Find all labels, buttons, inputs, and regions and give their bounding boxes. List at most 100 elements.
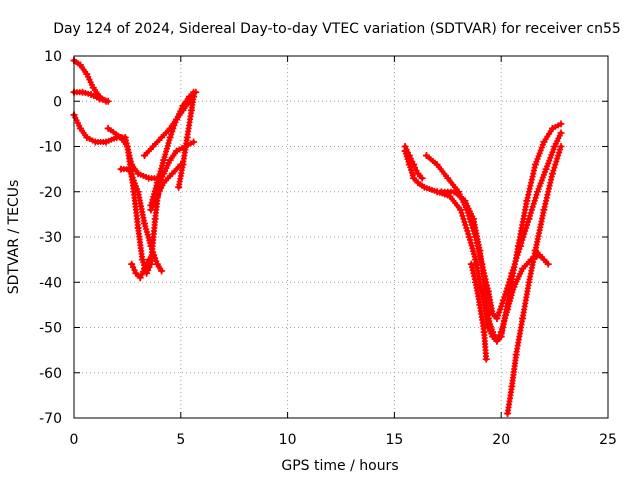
track-marker — [155, 176, 162, 183]
track-marker — [546, 157, 553, 164]
track-marker — [499, 300, 506, 307]
track-marker — [554, 155, 561, 162]
track-marker — [172, 119, 179, 126]
track-marker — [533, 158, 540, 165]
track-marker — [129, 174, 136, 181]
data-point — [190, 93, 198, 101]
data-point — [480, 328, 488, 336]
data-point — [414, 179, 422, 187]
data-point — [76, 61, 84, 69]
track-marker — [551, 164, 558, 171]
data-point — [557, 120, 565, 128]
data-point — [145, 256, 153, 264]
track-marker — [163, 145, 170, 152]
data-point — [525, 278, 533, 286]
series-track-2 — [70, 88, 112, 105]
x-tick-label: 15 — [385, 432, 403, 448]
track-marker — [496, 309, 503, 316]
track-marker — [539, 174, 546, 181]
data-point — [504, 305, 512, 313]
data-point — [531, 247, 539, 255]
data-point — [480, 278, 488, 286]
track-marker — [508, 292, 515, 299]
series-track-12 — [401, 143, 426, 182]
data-point — [160, 156, 168, 164]
track-marker — [557, 146, 564, 153]
x-tick-label: 10 — [279, 432, 297, 448]
data-point — [489, 310, 497, 318]
data-point — [476, 301, 484, 309]
data-point — [414, 170, 422, 178]
series-track-14 — [437, 188, 544, 345]
track-marker — [504, 285, 511, 292]
track-marker — [505, 303, 512, 310]
data-point — [493, 337, 501, 345]
data-point — [149, 143, 157, 150]
data-point — [168, 170, 176, 178]
track-marker — [498, 303, 505, 310]
y-tick-label: 10 — [44, 49, 62, 65]
track-marker — [511, 261, 518, 268]
data-point — [91, 138, 99, 146]
track-marker — [130, 177, 137, 184]
data-point — [96, 95, 104, 103]
track-marker — [509, 289, 516, 296]
track-marker — [538, 177, 545, 184]
track-marker — [525, 218, 532, 225]
y-tick-label: -50 — [39, 321, 62, 337]
track-marker — [468, 242, 475, 249]
track-marker — [168, 131, 175, 138]
track-marker — [515, 249, 522, 256]
y-axis-label: SDTVAR / TECUs — [6, 180, 22, 295]
data-point — [446, 192, 454, 200]
track-marker — [539, 141, 546, 148]
track-marker — [533, 191, 540, 198]
data-point — [519, 314, 527, 322]
track-marker — [460, 215, 467, 222]
data-point — [510, 283, 518, 291]
data-point — [540, 256, 548, 264]
track-marker — [144, 231, 151, 238]
track-marker — [127, 168, 134, 175]
data-point — [104, 97, 112, 105]
data-point — [476, 247, 484, 255]
data-point — [457, 206, 465, 214]
track-marker — [147, 240, 154, 247]
data-point — [499, 296, 507, 304]
track-marker — [555, 152, 562, 159]
track-marker — [461, 218, 468, 225]
data-point — [401, 143, 409, 150]
track-marker — [152, 185, 159, 192]
track-marker — [500, 320, 507, 327]
track-marker — [552, 161, 559, 168]
track-marker — [134, 185, 141, 192]
track-marker — [499, 326, 506, 333]
track-marker — [502, 291, 509, 298]
data-point — [410, 161, 418, 169]
data-point — [140, 265, 148, 273]
data-point — [102, 138, 110, 146]
track-marker — [544, 163, 551, 170]
data-point — [153, 179, 161, 187]
x-tick-label: 5 — [176, 432, 185, 448]
data-point — [540, 206, 548, 214]
data-point — [531, 161, 539, 169]
track-marker — [128, 171, 135, 178]
data-point — [540, 138, 548, 146]
track-marker — [171, 122, 178, 129]
track-marker — [159, 162, 166, 169]
data-point — [544, 260, 552, 268]
data-point — [160, 179, 168, 187]
data-point — [123, 143, 131, 150]
track-marker — [549, 149, 556, 156]
data-point — [136, 274, 144, 282]
track-marker — [163, 148, 170, 155]
track-marker — [497, 306, 504, 313]
data-point — [557, 143, 565, 150]
data-point — [89, 84, 97, 92]
x-tick-label: 0 — [70, 432, 79, 448]
data-point — [179, 102, 187, 110]
track-marker — [526, 212, 533, 219]
track-marker — [506, 300, 513, 307]
